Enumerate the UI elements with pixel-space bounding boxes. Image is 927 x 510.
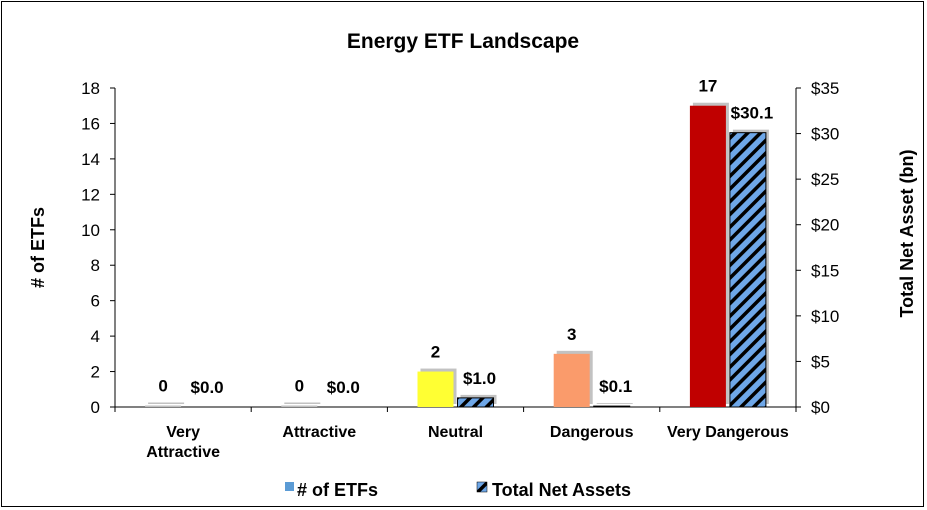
data-label-etf-count: 0: [158, 377, 167, 396]
category-label: Very: [166, 424, 200, 441]
bar-etf-count: [417, 371, 454, 407]
y-tick-label-right: $20: [811, 216, 839, 235]
bar-shadow: [148, 402, 185, 404]
data-label-etf-count: 3: [567, 325, 576, 344]
data-label-etf-count: 0: [295, 377, 304, 396]
legend-label-net-assets: Total Net Assets: [492, 480, 631, 500]
y-tick-label-right: $25: [811, 170, 839, 189]
y-tick-label-left: 14: [81, 150, 100, 169]
category-label: Very Dangerous: [667, 424, 789, 441]
bar-etf-count: [281, 405, 318, 407]
plot-area: 0 2 4 6 8 10 12 14 16 18 $0 $5 $10 $15 $20 $25 $30 $35 # o…: [28, 77, 917, 500]
y-tick-label-left: 12: [81, 185, 100, 204]
bar-shadow: [284, 402, 321, 404]
data-label-net-assets: $0.0: [191, 378, 224, 397]
bar-net-assets: [729, 132, 767, 408]
y-tick-label-left: 0: [91, 398, 100, 417]
data-label-etf-count: 17: [698, 77, 717, 96]
legend-swatch-net-assets: [476, 481, 488, 493]
bar-etf-count: [553, 353, 590, 407]
category-label-line2: Attractive: [146, 444, 220, 461]
y-tick-label-left: 2: [91, 363, 100, 382]
y-tick-label-left: 18: [81, 79, 100, 98]
data-label-net-assets: $1.0: [463, 369, 496, 388]
y-tick-label-left: 16: [81, 114, 100, 133]
y-tick-label-right: $15: [811, 261, 839, 280]
y-tick-label-left: 10: [81, 221, 100, 240]
chart-title: Energy ETF Landscape: [347, 30, 579, 53]
y-axis-label-right: Total Net Asset (bn): [897, 149, 917, 317]
category-label: Dangerous: [550, 424, 634, 441]
bar-etf-count: [689, 105, 726, 407]
bar-net-assets: [593, 405, 631, 408]
y-tick-label-right: $10: [811, 307, 839, 326]
y-axis-label-left: # of ETFs: [28, 207, 48, 288]
y-tick-label-left: 8: [91, 256, 100, 275]
y-tick-label-left: 6: [91, 292, 100, 311]
y-tick-label-right: $5: [811, 352, 830, 371]
category-label: Neutral: [428, 424, 483, 441]
bar-etf-count: [145, 405, 182, 407]
legend-label-etf-count: # of ETFs: [297, 480, 378, 500]
data-label-net-assets: $0.1: [599, 377, 632, 396]
data-label-net-assets: $30.1: [731, 104, 774, 123]
legend-swatch-etf-count: [285, 482, 294, 491]
bar-net-assets: [457, 397, 494, 408]
data-label-net-assets: $0.0: [327, 378, 360, 397]
y-tick-label-left: 4: [91, 327, 100, 346]
y-tick-label-right: $35: [811, 79, 839, 98]
bar-shadow: [596, 403, 633, 404]
data-label-etf-count: 2: [431, 343, 440, 362]
category-label: Attractive: [282, 424, 356, 441]
y-tick-label-right: $30: [811, 125, 839, 144]
y-tick-label-right: $0: [811, 398, 830, 417]
